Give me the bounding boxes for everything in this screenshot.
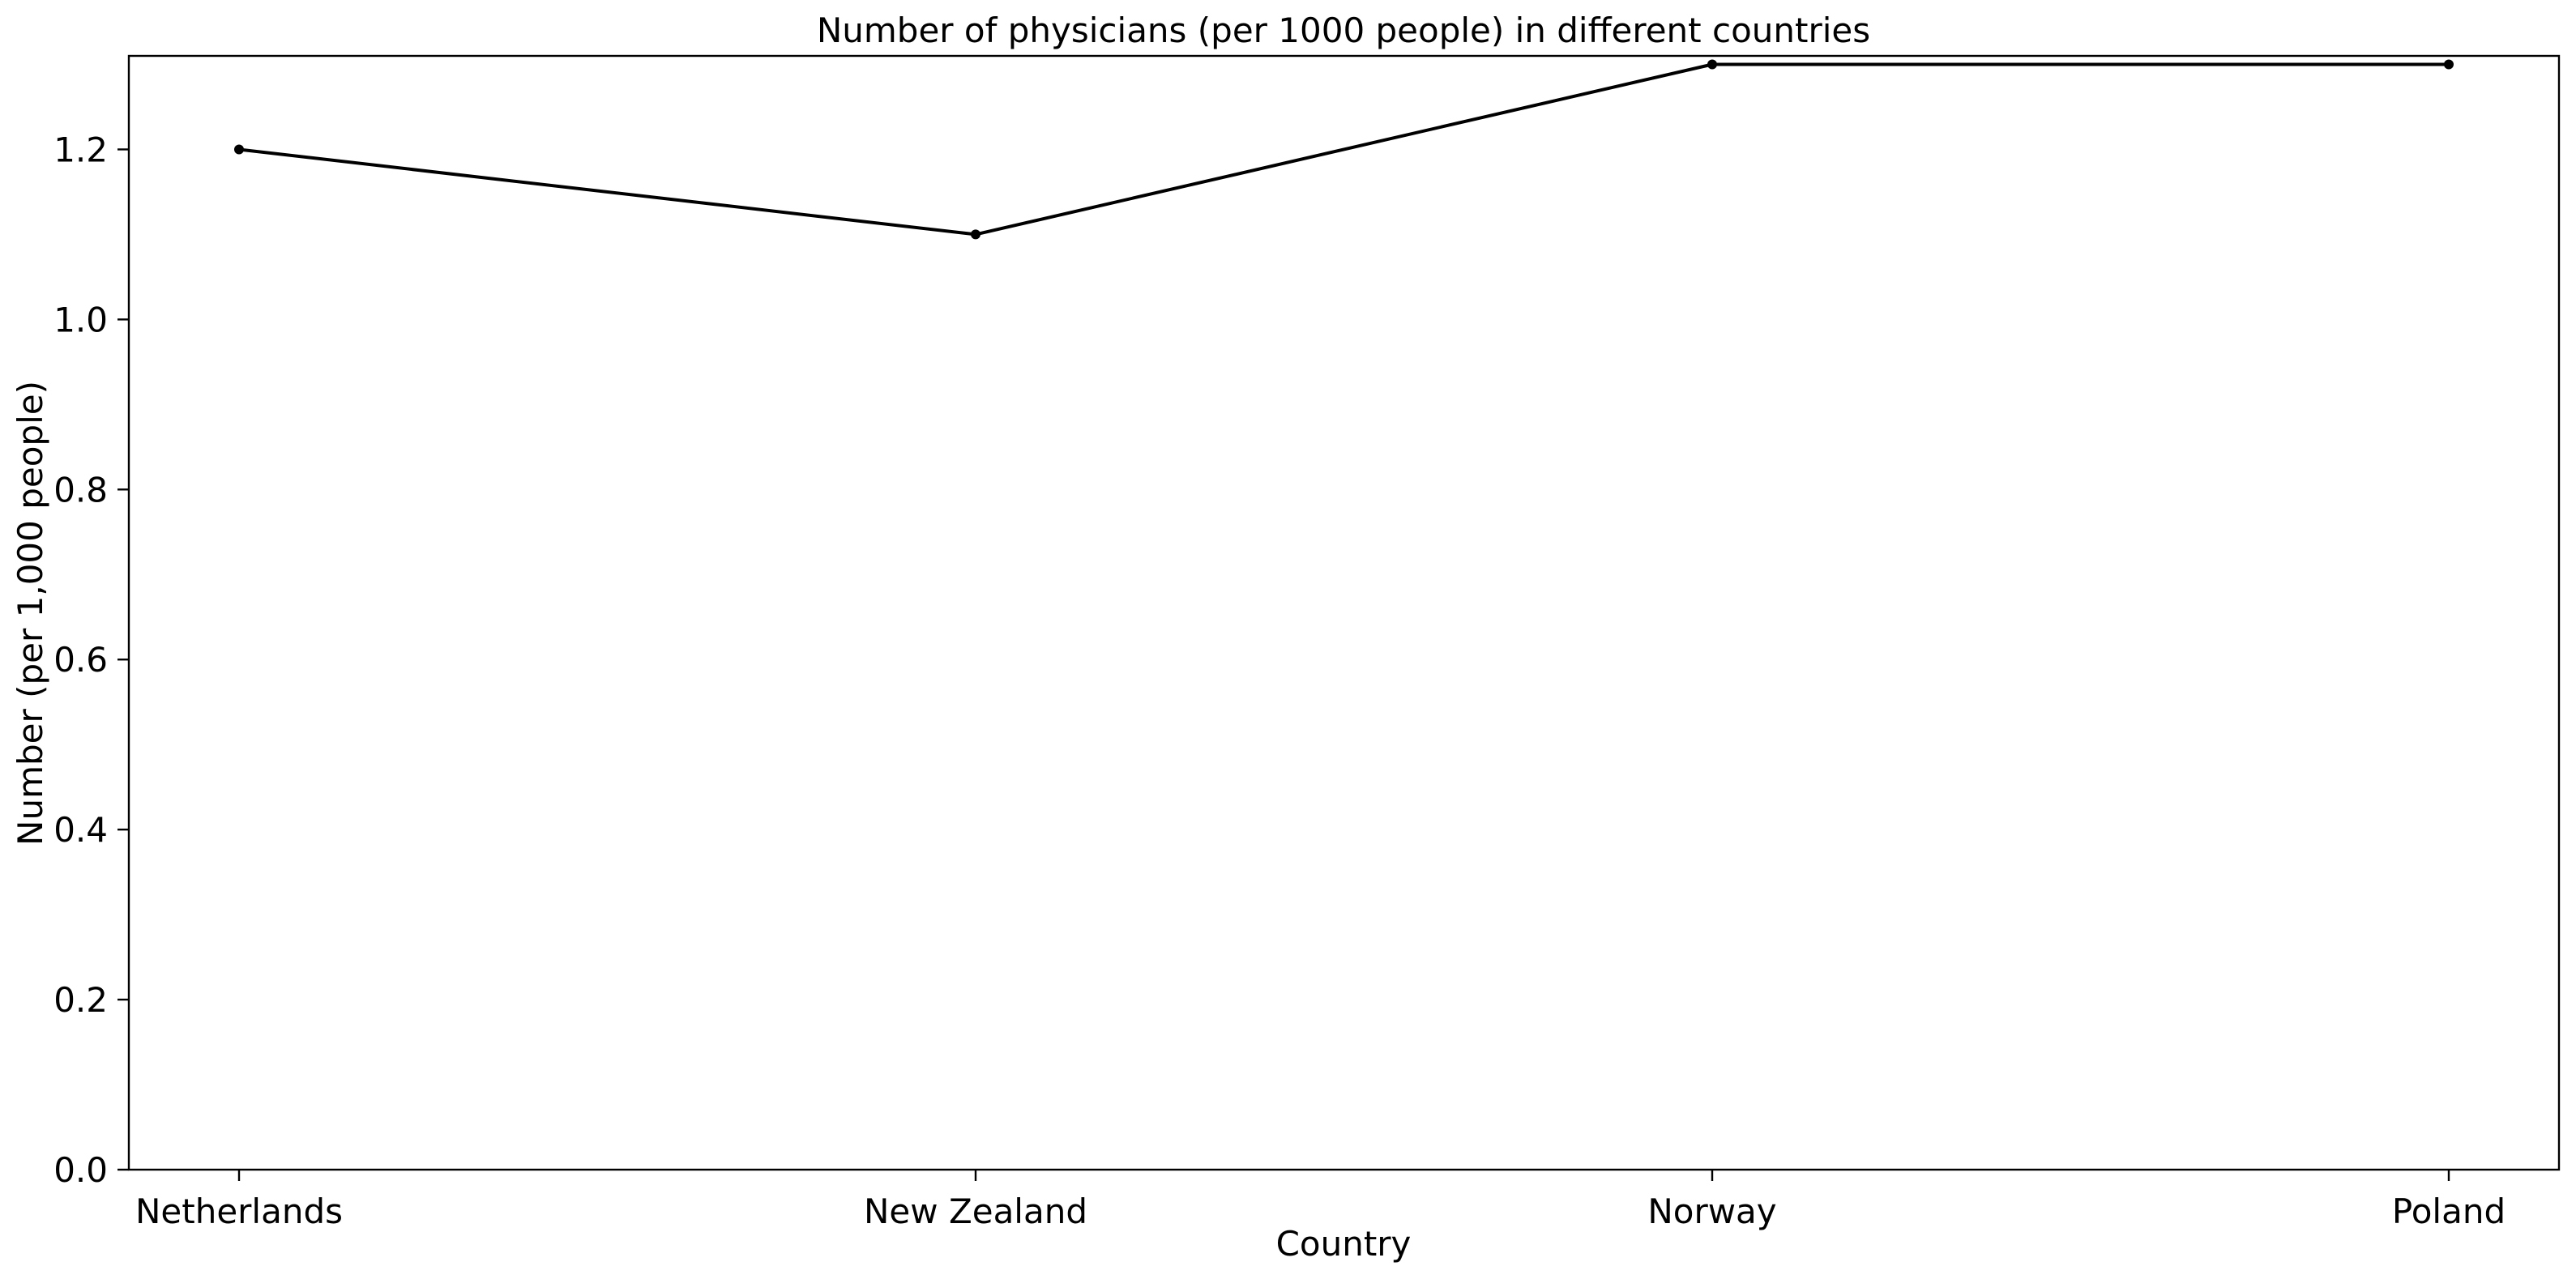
x-tick-label: Poland [2392,1192,2506,1231]
y-tick-label: 0.4 [53,810,108,850]
x-tick-label: New Zealand [864,1192,1087,1231]
data-point [971,229,980,240]
y-tick-label: 1.0 [53,300,108,339]
y-tick-label: 0.6 [53,640,108,680]
y-axis-ticks: 0.0 0.2 0.4 0.6 0.8 1.0 1.2 [53,130,129,1190]
series-layer [234,59,2454,240]
series-line [238,62,2449,237]
x-tick-label: Norway [1647,1192,1776,1231]
y-tick-label: 0.8 [53,470,108,509]
plot-area [127,54,2561,1171]
data-point [2444,59,2454,70]
chart-title: Number of physicians (per 1000 people) i… [817,11,1870,50]
data-point [1707,59,1717,70]
y-tick-label: 0.0 [53,1150,108,1190]
x-tick-label: Netherlands [135,1192,343,1231]
x-axis-label: Country [1276,1224,1412,1264]
x-axis-ticks: Netherlands New Zealand Norway Poland [135,1170,2506,1231]
y-tick-label: 0.2 [53,980,108,1020]
y-axis-label: Number (per 1,000 people) [11,381,50,846]
y-tick-label: 1.2 [53,130,108,169]
data-point [234,144,244,155]
